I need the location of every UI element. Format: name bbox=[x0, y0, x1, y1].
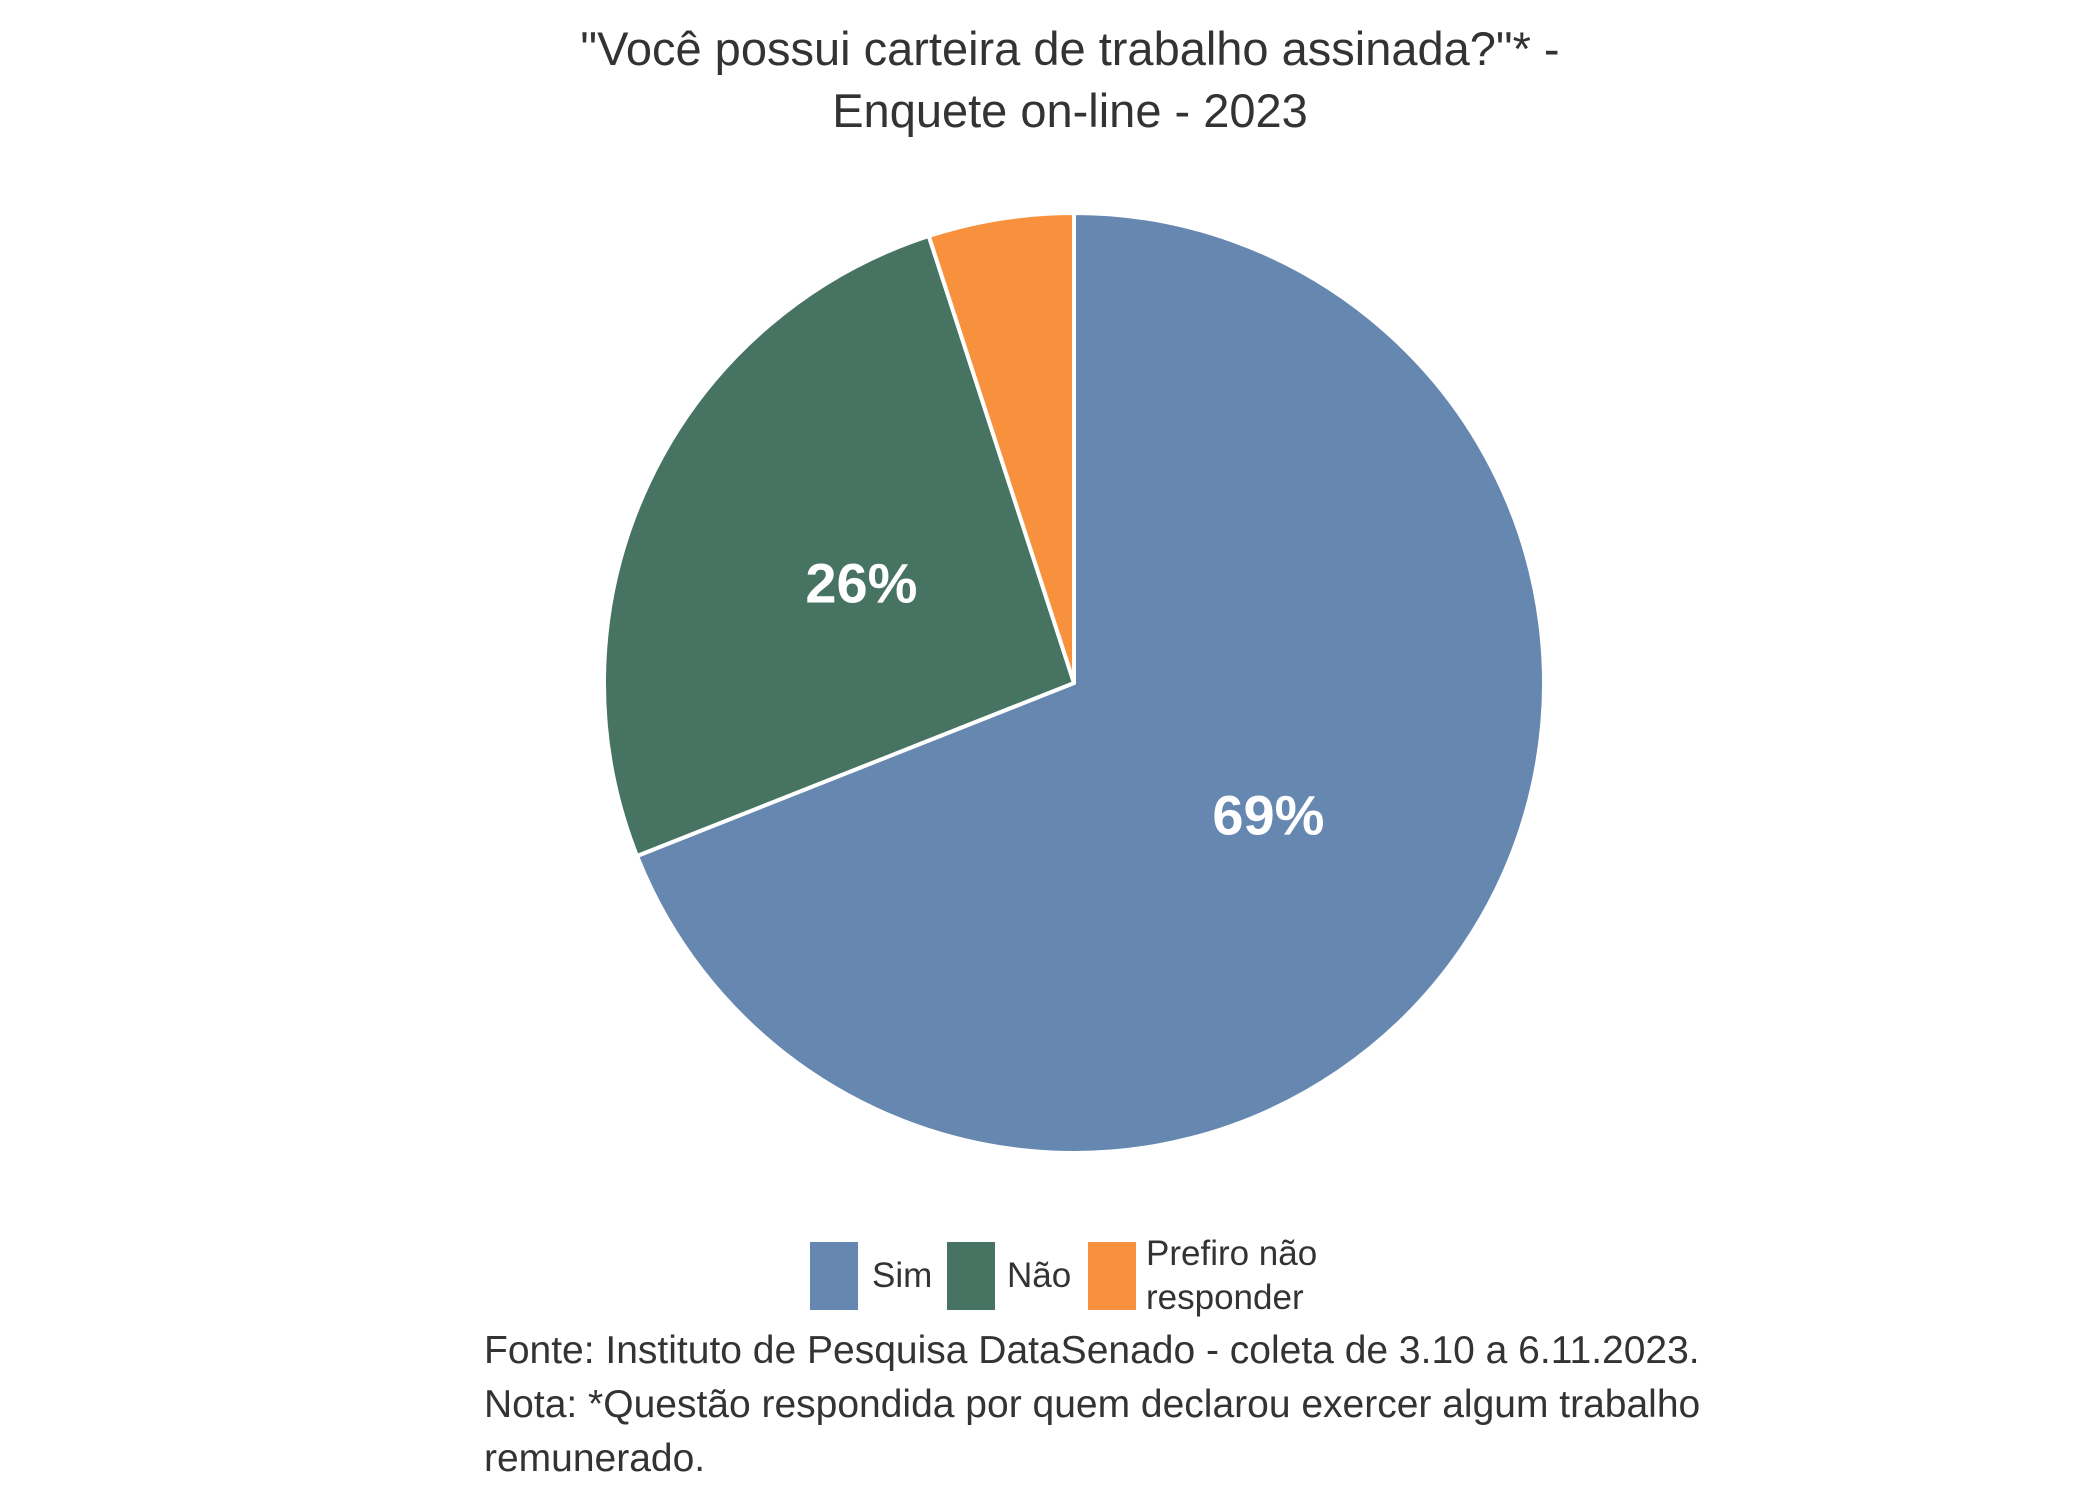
footnotes: Fonte: Instituto de Pesquisa DataSenado … bbox=[484, 1324, 1700, 1486]
note-line-2: remunerado. bbox=[484, 1437, 706, 1480]
legend-label-sim: Sim bbox=[872, 1256, 933, 1295]
chart-title-line-1: "Você possui carteira de trabalho assina… bbox=[580, 22, 1560, 75]
legend-swatch-prefiro bbox=[1088, 1242, 1136, 1310]
pie-slice-prefiro bbox=[926, 211, 1076, 685]
data-label-sim: 69% bbox=[1212, 784, 1324, 847]
chart-title-line-2: Enquete on-line - 2023 bbox=[832, 84, 1308, 137]
legend-label-prefiro: Prefiro não responder bbox=[1146, 1234, 1318, 1317]
legend-swatch-sim bbox=[810, 1242, 858, 1310]
chart-title: "Você possui carteira de trabalho assina… bbox=[0, 18, 2100, 142]
legend-swatch-nao bbox=[947, 1242, 995, 1310]
note-line-1: Nota: *Questão respondida por quem decla… bbox=[484, 1383, 1701, 1426]
pie-slice-sim bbox=[635, 211, 1546, 1155]
source-note: Fonte: Instituto de Pesquisa DataSenado … bbox=[484, 1329, 1700, 1372]
legend-label-nao: Não bbox=[1007, 1256, 1072, 1295]
pie-slice-nao bbox=[602, 234, 1076, 859]
data-label-nao: 26% bbox=[805, 551, 917, 614]
